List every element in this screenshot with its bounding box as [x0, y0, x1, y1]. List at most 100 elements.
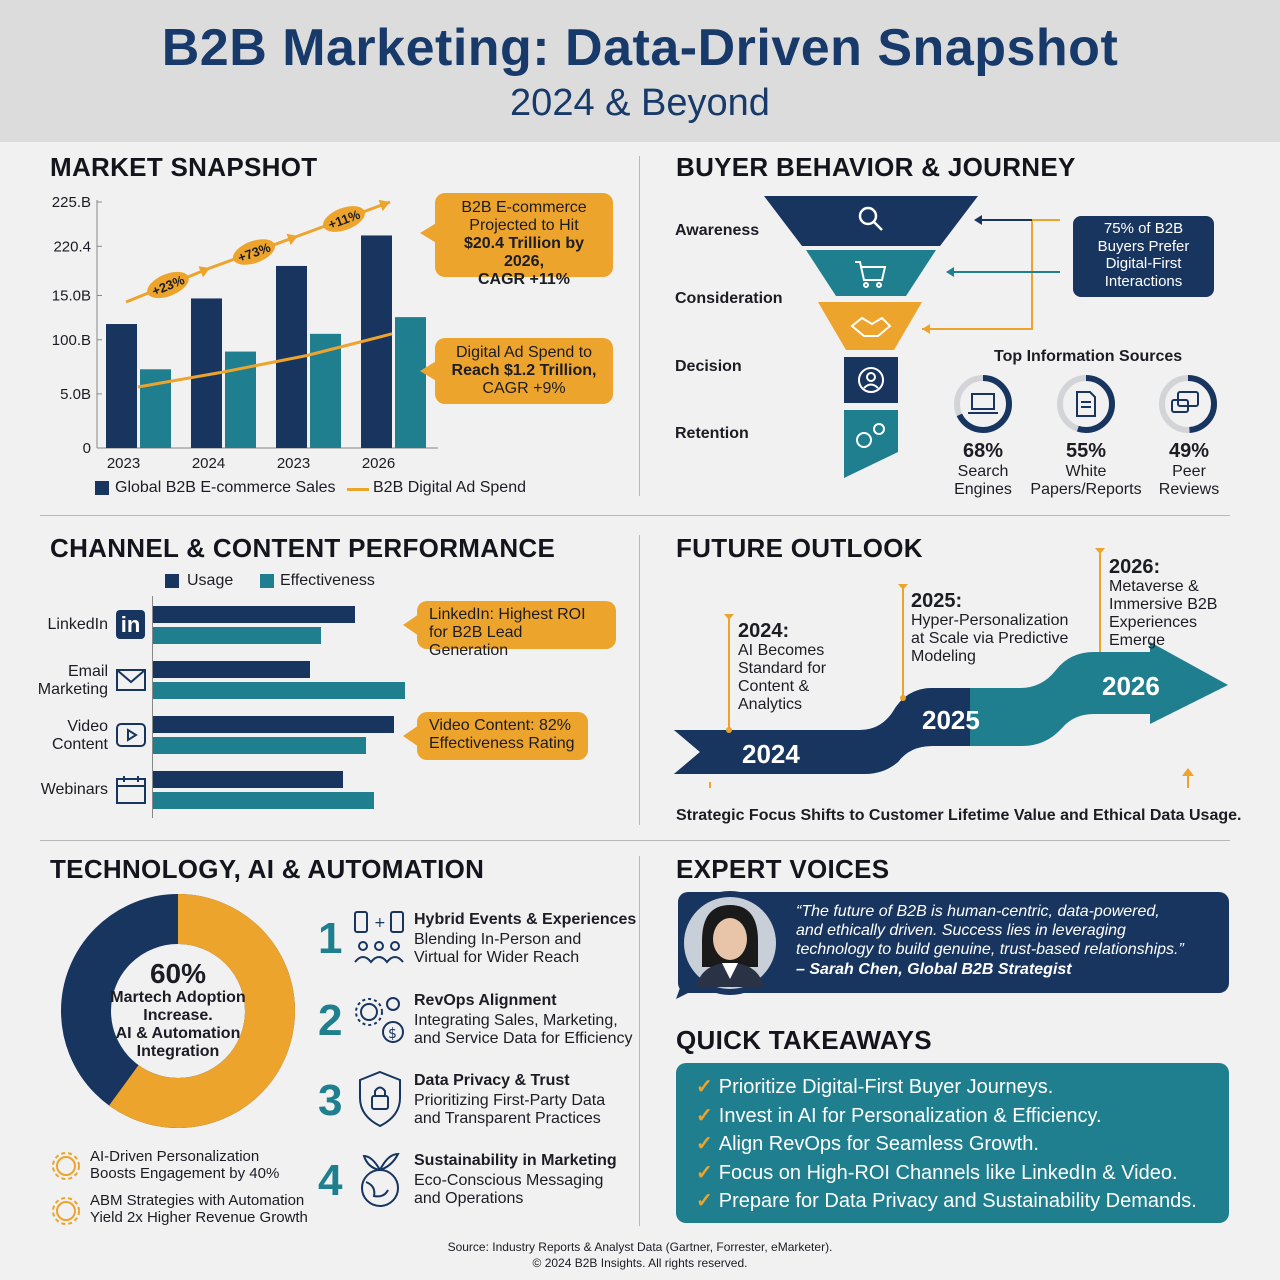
footer-source: Source: Industry Reports & Analyst Data …	[447, 1240, 833, 1254]
footer-copyright: © 2024 B2B Insights. All rights reserved…	[532, 1255, 748, 1270]
effectiveness-bar	[153, 737, 366, 754]
callout-pointer	[420, 222, 438, 244]
cart-icon	[855, 261, 887, 288]
source-pct: 68%	[962, 440, 1004, 462]
check-icon: ✓	[696, 1076, 713, 1098]
callout-line: Reach $1.2 Trillion,	[451, 361, 597, 379]
tech-number-3: 3	[318, 1076, 343, 1125]
outlook-footer: Strategic Focus Shifts to Customer Lifet…	[676, 807, 1242, 824]
future-timeline	[674, 548, 1228, 788]
takeaway-item: ✓ Prepare for Data Privacy and Sustainabi…	[696, 1188, 1197, 1213]
growth-badge	[323, 206, 365, 232]
channel-label-email: Email Marketing	[30, 663, 108, 698]
donut-text: Martech Adoption	[110, 989, 246, 1007]
outlook-line: at Scale via Predictive	[911, 630, 1069, 648]
callout-line: Buyers Prefer	[1097, 237, 1190, 255]
growth-badge	[147, 271, 189, 299]
legend-label-effectiveness: Effectiveness	[280, 572, 375, 589]
funnel-retention	[844, 410, 898, 478]
donut-value-arc	[61, 894, 295, 1128]
pin-dot	[900, 695, 906, 701]
channel-label-video: Video Content	[30, 718, 108, 753]
page-title: B2B Marketing: Data-Driven Snapshot	[161, 19, 1119, 77]
growth-arrow-head	[286, 233, 298, 246]
donut-text: AI & Automation	[115, 1025, 241, 1043]
stage-consideration: Consideration	[675, 290, 783, 307]
tech-number-4: 4	[318, 1156, 343, 1205]
outlook-year: 2025:	[911, 590, 963, 612]
arrow-head	[1182, 768, 1194, 776]
channel-section-title: CHANNEL & CONTENT PERFORMANCE	[50, 533, 556, 563]
tech-desc-2: Integrating Sales, Marketing, and Servic…	[414, 1012, 632, 1049]
source-whitepapers: 55% White Papers/Reports	[1026, 440, 1146, 499]
callout-line: Projected to Hit	[469, 216, 579, 234]
x-tick-label: 2026	[362, 455, 395, 472]
y-tick-label: 5.0B	[60, 386, 91, 403]
digital-first-callout: 75% of B2B Buyers Prefer Digital-First I…	[1073, 216, 1214, 297]
x-tick-label: 2023	[107, 455, 140, 472]
x-tick-label: 2023	[277, 455, 310, 472]
arrow-label-2026: 2026	[1102, 671, 1160, 701]
page-footer: Source: Industry Reports & Analyst Data …	[0, 1240, 1280, 1271]
takeaway-text: Prioritize Digital-First Buyer Journeys.	[718, 1076, 1054, 1098]
outlook-line: Hyper-Personalization	[911, 612, 1069, 630]
outlook-line: Emerge	[1109, 632, 1166, 650]
channel-label-line: Video	[67, 718, 108, 735]
sources-rings	[954, 375, 1217, 433]
gear-icon	[52, 1152, 80, 1180]
effectiveness-bar	[153, 627, 321, 644]
usage-bar	[153, 661, 310, 678]
check-icon: ✓	[696, 1105, 713, 1127]
svg-text:+: +	[374, 915, 386, 931]
source-ring-value	[954, 375, 1012, 433]
linkedin-icon: in	[116, 610, 145, 639]
document-icon	[1076, 391, 1096, 417]
tech-desc-line: Virtual for Wider Reach	[414, 949, 580, 967]
source-pct: 49%	[1168, 440, 1210, 462]
timeline-ribbon-navy	[674, 688, 970, 774]
bar-ecommerce	[106, 324, 137, 448]
tech-title-2: RevOps Alignment	[414, 992, 557, 1009]
callout-line: Digital-First	[1105, 255, 1182, 273]
pin-dot	[726, 727, 732, 733]
market-chart: 225.B 220.4 15.0B 100.B 5.0B 0 2023 2024 2023 20…	[52, 194, 438, 472]
donut-label: 60% Martech Adoption Increase. AI & Auto…	[98, 958, 258, 1061]
funnel-decision	[818, 302, 922, 350]
outlook-year: 2024:	[738, 620, 790, 642]
legend-swatch-sales	[95, 481, 109, 495]
tech-desc-3: Prioritizing First-Party Data and Transp…	[414, 1092, 605, 1129]
callout-line: $20.4 Trillion by 2026,	[463, 234, 585, 270]
quote-text: “The future of B2B is human-centric, dat…	[796, 902, 1216, 979]
tech-title-1: Hybrid Events & Experiences	[414, 911, 637, 928]
takeaways-box: ✓ Prioritize Digital-First Buyer Journeys…	[676, 1063, 1229, 1223]
header-banner: B2B Marketing: Data-Driven Snapshot 2024…	[0, 0, 1280, 142]
callout-line: 75% of B2B	[1103, 220, 1184, 237]
martech-donut	[61, 894, 295, 1128]
bullet-line: AI-Driven Personalization	[90, 1148, 260, 1165]
outlook-line: Metaverse &	[1109, 578, 1199, 596]
check-icon: ✓	[696, 1190, 713, 1212]
channel-label-line: Email	[67, 663, 108, 680]
y-tick-label: 15.0B	[52, 287, 91, 304]
outlook-line: AI Becomes	[738, 642, 825, 660]
tech-desc-line: Eco-Conscious Messaging	[414, 1172, 604, 1189]
callout-line: Video Content: 82%	[429, 717, 572, 734]
callout-line: CAGR +9%	[482, 379, 566, 397]
pin-head	[724, 614, 734, 620]
funnel-awareness	[764, 196, 978, 246]
source-search: 68% Search Engines	[943, 440, 1023, 499]
quote-line: technology to build genuine, trust-based…	[796, 941, 1184, 959]
ad-spend-line	[137, 332, 393, 389]
effectiveness-bar	[153, 792, 375, 809]
video-play-icon	[116, 723, 146, 747]
expert-section-title: EXPERT VOICES	[676, 854, 890, 884]
source-label: Peer	[1172, 463, 1206, 480]
outlook-2024: 2024: AI Becomes Standard for Content & …	[738, 620, 826, 714]
callout-line: LinkedIn: Highest ROI	[429, 606, 586, 623]
arrow-label-2024: 2024	[742, 739, 800, 769]
arrow-head	[974, 215, 982, 225]
y-tick-label: 225.B	[52, 194, 91, 211]
tech-number-1: 1	[318, 914, 343, 963]
channel-label-webinars: Webinars	[40, 781, 108, 798]
outlook-line: Analytics	[738, 696, 803, 714]
